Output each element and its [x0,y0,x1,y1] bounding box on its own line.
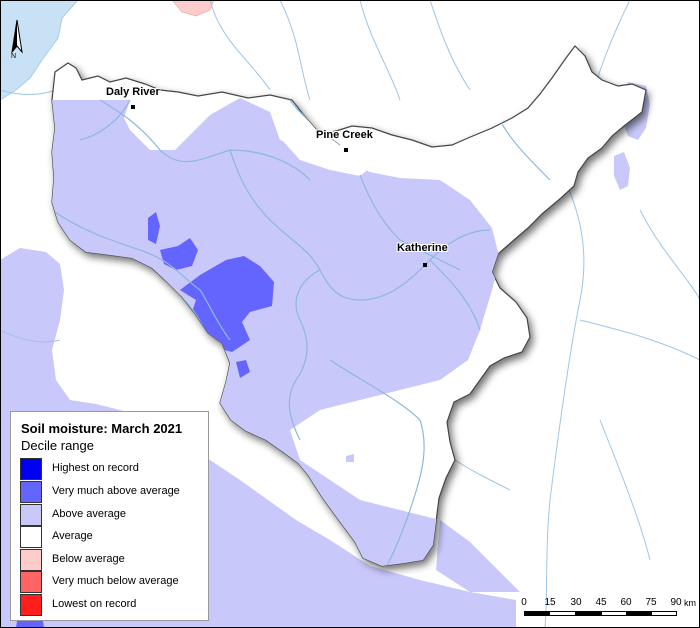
legend-swatch [20,481,42,503]
town-marker-daly-river [131,105,135,109]
scale-segment [524,611,550,616]
above-average-area-se [436,520,520,592]
town-marker-katherine [423,263,427,267]
legend-item-very-much-below: Very much below average [20,571,205,593]
legend-label: Highest on record [52,462,139,474]
legend-label: Below average [52,553,125,565]
scale-bar: 0 15 30 45 60 75 90 km [516,597,696,623]
legend-label: Very much below average [52,575,179,587]
town-label-pine-creek: Pine Creek [316,129,373,141]
scale-tick-label: 30 [570,597,582,608]
scale-segment [601,611,627,616]
legend-swatch [20,504,42,526]
legend-item-very-much-above: Very much above average [20,481,205,503]
scale-tick-label: 60 [620,597,632,608]
scale-tick-label: 90 [670,597,682,608]
north-arrow-label: N [11,53,17,60]
scale-tick-label: 0 [521,597,527,608]
below-average-patch [171,0,215,17]
scale-segment [549,611,576,616]
legend-item-below: Below average [20,549,205,571]
legend-swatch [20,458,42,480]
above-average-patch-east-2 [614,152,630,190]
scale-tick-label: 45 [595,597,607,608]
legend-label: Above average [52,508,126,520]
legend-item-average: Average [20,526,205,548]
legend-label: Average [52,530,93,542]
scale-unit-label: km [684,598,696,608]
legend-swatch [20,571,42,593]
scale-segment [626,611,652,616]
legend-item-above: Above average [20,504,205,526]
scale-segment [651,611,677,616]
scale-segment [575,611,602,616]
legend: Soil moisture: March 2021 Decile range H… [10,411,209,621]
town-label-katherine: Katherine [397,242,448,254]
town-label-daly-river: Daly River [106,86,160,98]
legend-item-lowest: Lowest on record [20,594,205,616]
scale-tick-label: 75 [645,597,657,608]
sea-area [0,0,79,101]
legend-swatch [20,549,42,571]
town-marker-pine-creek [344,148,348,152]
legend-label: Very much above average [52,485,180,497]
legend-swatch [20,526,42,548]
scale-tick-label: 15 [544,597,556,608]
north-arrow-icon [11,19,23,54]
legend-subtitle: Decile range [21,438,94,453]
legend-swatch [20,594,42,616]
rivers-inside [52,99,551,566]
legend-label: Lowest on record [52,598,137,610]
legend-item-highest: Highest on record [20,458,205,480]
legend-title: Soil moisture: March 2021 [21,421,183,436]
